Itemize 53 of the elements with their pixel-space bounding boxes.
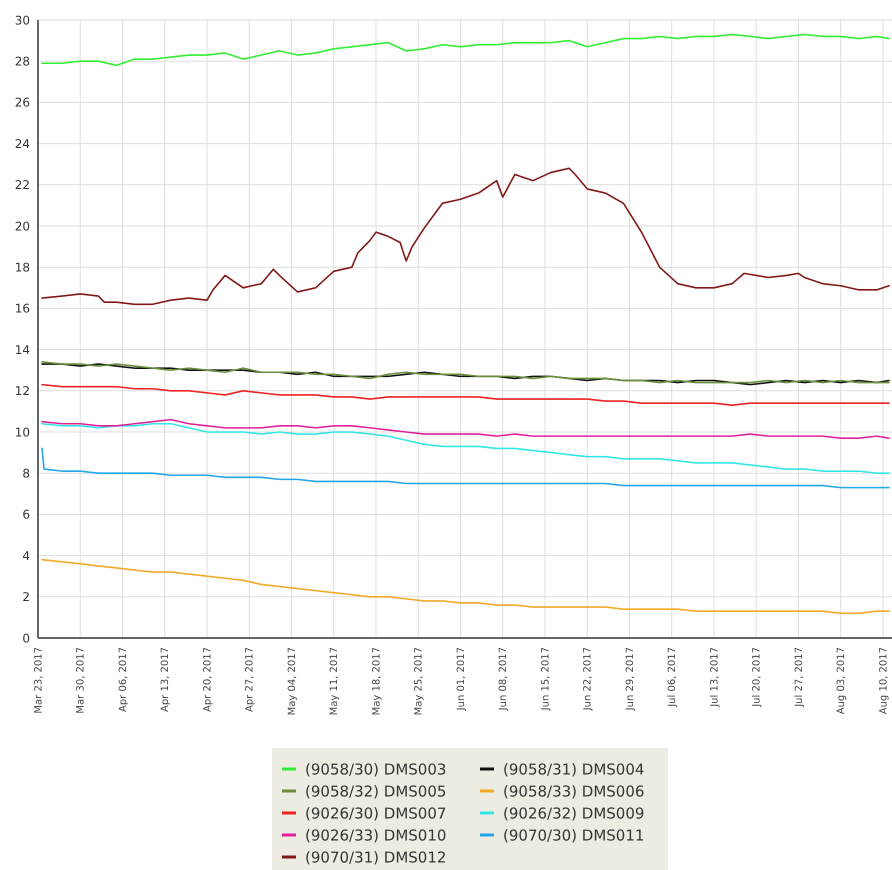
legend-label: (9070/30) DMS011 bbox=[503, 826, 644, 844]
y-tick-label: 20 bbox=[14, 219, 30, 234]
line-series bbox=[41, 168, 890, 306]
y-tick-label: 14 bbox=[14, 342, 30, 357]
x-tick-label: Jul 06, 2017 bbox=[667, 647, 678, 708]
legend-label: (9070/31) DMS012 bbox=[305, 848, 446, 866]
y-tick-label: 26 bbox=[14, 96, 30, 110]
y-tick-label: 30 bbox=[14, 13, 30, 28]
line-series bbox=[41, 558, 890, 614]
y-tick-label: 4 bbox=[22, 548, 30, 563]
x-tick-label: Jun 08, 2017 bbox=[498, 647, 510, 712]
legend-label: (9026/32) DMS009 bbox=[503, 804, 644, 822]
x-tick-label: May 11, 2017 bbox=[329, 647, 340, 716]
x-tick-label: Aug 10, 2017 bbox=[878, 647, 890, 714]
y-tick-label: 18 bbox=[14, 260, 30, 275]
x-tick-label: Apr 27, 2017 bbox=[244, 647, 256, 712]
legend-label: (9058/33) DMS006 bbox=[503, 782, 644, 800]
y-tick-label: 8 bbox=[22, 466, 30, 481]
x-tick-label: Jun 29, 2017 bbox=[624, 647, 636, 712]
y-tick-label: 10 bbox=[14, 425, 30, 440]
x-tick-label: Jun 22, 2017 bbox=[582, 647, 594, 712]
y-tick-label: 16 bbox=[14, 302, 30, 316]
x-tick-label: Apr 20, 2017 bbox=[202, 647, 214, 712]
y-tick-label: 12 bbox=[14, 384, 30, 398]
legend-label: (9026/33) DMS010 bbox=[305, 826, 446, 844]
legend-label: (9026/30) DMS007 bbox=[305, 804, 446, 822]
x-tick-label: May 04, 2017 bbox=[286, 647, 298, 716]
x-tick-label: Mar 23, 2017 bbox=[34, 647, 44, 714]
x-tick-label: Jul 13, 2017 bbox=[709, 647, 720, 708]
legend-label: (9058/30) DMS003 bbox=[305, 760, 446, 778]
line-series bbox=[41, 418, 890, 439]
y-tick-label: 2 bbox=[22, 590, 30, 604]
y-tick-label: 24 bbox=[14, 136, 30, 151]
y-tick-label: 28 bbox=[14, 54, 30, 69]
x-tick-label: Apr 13, 2017 bbox=[160, 647, 172, 712]
line-series bbox=[41, 34, 890, 66]
x-tick-label: Jun 01, 2017 bbox=[456, 647, 467, 712]
x-tick-label: May 25, 2017 bbox=[414, 647, 425, 716]
x-tick-label: Jul 20, 2017 bbox=[752, 647, 763, 708]
legend-label: (9058/32) DMS005 bbox=[305, 782, 446, 800]
x-tick-label: Apr 06, 2017 bbox=[118, 647, 129, 712]
x-tick-label: Jun 15, 2017 bbox=[540, 647, 552, 712]
y-tick-label: 0 bbox=[22, 631, 30, 646]
line-series bbox=[41, 384, 890, 406]
y-tick-label: 22 bbox=[14, 178, 30, 192]
x-tick-label: May 18, 2017 bbox=[371, 647, 382, 716]
x-tick-label: Mar 30, 2017 bbox=[76, 647, 87, 714]
x-tick-label: Aug 03, 2017 bbox=[836, 647, 848, 714]
line-series bbox=[41, 448, 890, 488]
x-tick-label: Jul 27, 2017 bbox=[794, 647, 805, 708]
y-tick-label: 6 bbox=[22, 508, 30, 522]
legend-label: (9058/31) DMS004 bbox=[503, 760, 644, 778]
line-series bbox=[41, 422, 890, 474]
